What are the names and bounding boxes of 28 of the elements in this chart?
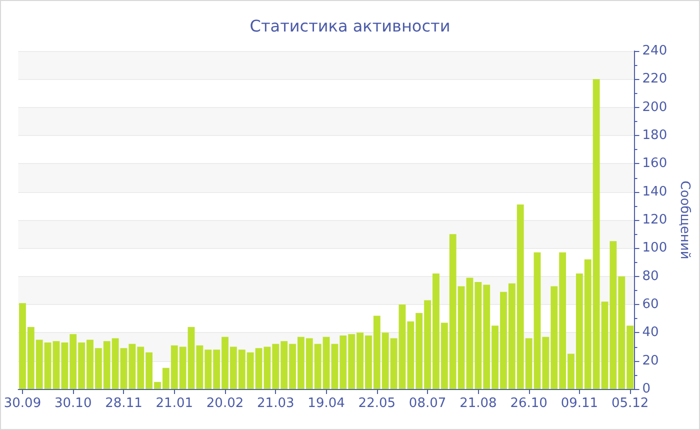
- x-tick-label: 28.11: [105, 396, 142, 411]
- y-tick-label: 120: [642, 212, 668, 228]
- y-tick-label: 180: [642, 128, 668, 143]
- x-tick-label: 21.08: [460, 396, 497, 411]
- y-tick-label: 140: [642, 184, 668, 200]
- x-tick-label: 21.01: [156, 396, 193, 411]
- chart-title: Статистика активности: [250, 16, 450, 36]
- x-tick-label: 09.11: [560, 396, 598, 411]
- x-tick-label: 20.02: [206, 396, 244, 411]
- y-tick-label: 40: [642, 325, 659, 340]
- y-tick-label: 220: [642, 72, 668, 87]
- x-tick-label: 21.03: [257, 396, 294, 411]
- x-tick-label: 19.04: [308, 396, 345, 411]
- x-tick-label: 22.05: [358, 396, 396, 411]
- y-tick-label: 240: [642, 44, 668, 58]
- y-tick-label: 160: [642, 156, 668, 172]
- y-tick-label: 80: [642, 268, 659, 284]
- y-axis-title: Сообщений: [677, 180, 692, 260]
- y-tick-label: 200: [642, 100, 668, 115]
- x-tick-label: 05.12: [611, 396, 649, 411]
- x-tick-label: 08.07: [408, 396, 446, 411]
- x-tick-label: 26.10: [510, 396, 548, 411]
- y-tick-label: 100: [642, 240, 668, 256]
- x-tick-label: 30.10: [54, 396, 92, 411]
- y-tick-label: 60: [642, 297, 659, 312]
- y-tick-label: 0: [642, 382, 651, 396]
- y-tick-label: 20: [642, 353, 659, 368]
- x-tick-label: 30.09: [4, 396, 42, 411]
